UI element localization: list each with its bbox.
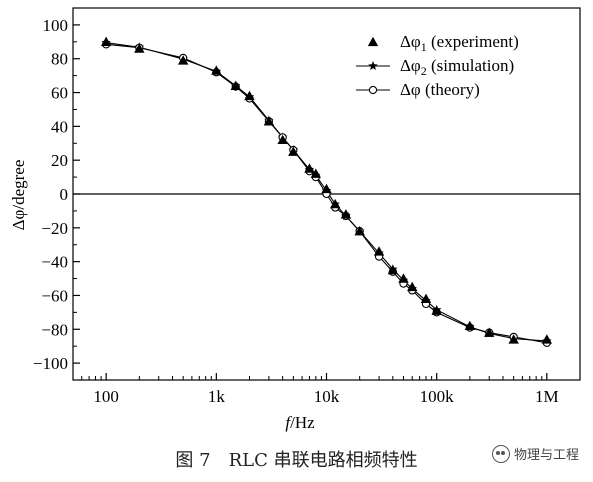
legend-entry: Δφ2 (simulation) (356, 56, 514, 78)
data-point-triangle (304, 163, 315, 173)
data-point-triangle (407, 281, 418, 292)
x-tick-label: 10k (314, 387, 340, 406)
data-point-triangle (244, 90, 255, 101)
y-tick-label: 100 (43, 16, 69, 35)
data-point-triangle (177, 55, 189, 65)
y-tick-label: 20 (51, 151, 68, 170)
y-axis-title: Δφ/degree (9, 160, 28, 231)
x-axis-title: f/Hz (285, 413, 315, 432)
y-tick-label: −60 (41, 286, 68, 305)
data-point-triangle (387, 264, 399, 275)
x-tick-label: 100 (93, 387, 119, 406)
legend-label: Δφ2 (simulation) (400, 56, 514, 78)
data-point-triangle (310, 168, 322, 178)
y-tick-label: 60 (51, 84, 68, 103)
data-point-triangle (464, 320, 476, 331)
data-point-triangle (100, 36, 112, 46)
data-point-triangle (288, 146, 299, 156)
x-tick-label: 1k (208, 387, 226, 406)
data-point-triangle (277, 134, 288, 145)
legend-label: Δφ (theory) (400, 80, 480, 99)
data-point-triangle (134, 43, 145, 53)
series-layer (100, 36, 553, 347)
y-tick-label: 40 (51, 117, 68, 136)
series-0 (100, 36, 553, 344)
y-tick-label: 80 (51, 50, 68, 69)
data-point-triangle (211, 65, 222, 75)
y-tick-label: −40 (41, 253, 68, 272)
data-point-triangle (354, 226, 365, 236)
legend-marker (368, 85, 378, 95)
data-point-triangle (541, 334, 553, 344)
data-point-triangle (508, 334, 519, 344)
x-tick-label: 100k (420, 387, 455, 406)
data-point-triangle (321, 183, 332, 194)
legend-label: Δφ1 (experiment) (400, 32, 519, 54)
legend-entry: Δφ (theory) (356, 80, 480, 99)
data-point-triangle (340, 209, 352, 219)
data-point-triangle (420, 293, 432, 303)
watermark-text: 物理与工程 (513, 448, 579, 463)
y-axis: 100 80 60 40 20 0 −20 −40 −60 −80 −100 (33, 7, 80, 381)
wechat-icon (491, 444, 510, 463)
data-point-triangle (263, 116, 275, 126)
legend: Δφ1 (experiment)Δφ2 (simulation) Δφ (theo… (356, 32, 519, 99)
data-point-triangle (398, 273, 409, 283)
legend-marker (368, 61, 378, 71)
figure-caption: 图 7 RLC 串联电路相频特性 (175, 450, 418, 471)
y-tick-label: 0 (60, 185, 69, 204)
data-point-triangle (431, 305, 442, 315)
x-tick-label: 1M (535, 387, 559, 406)
data-point-triangle (484, 327, 495, 337)
data-point-triangle (373, 246, 385, 256)
y-tick-label: −80 (41, 320, 68, 339)
y-tick-label: −20 (41, 219, 68, 238)
x-axis: 100 1k 10k 100k 1M (72, 373, 581, 406)
watermark: 物理与工程 (491, 444, 579, 463)
legend-marker (367, 36, 379, 47)
legend-entry: Δφ1 (experiment) (367, 32, 519, 54)
data-point-triangle (230, 80, 241, 90)
y-tick-label: −100 (33, 354, 68, 373)
data-point-triangle (330, 198, 341, 209)
